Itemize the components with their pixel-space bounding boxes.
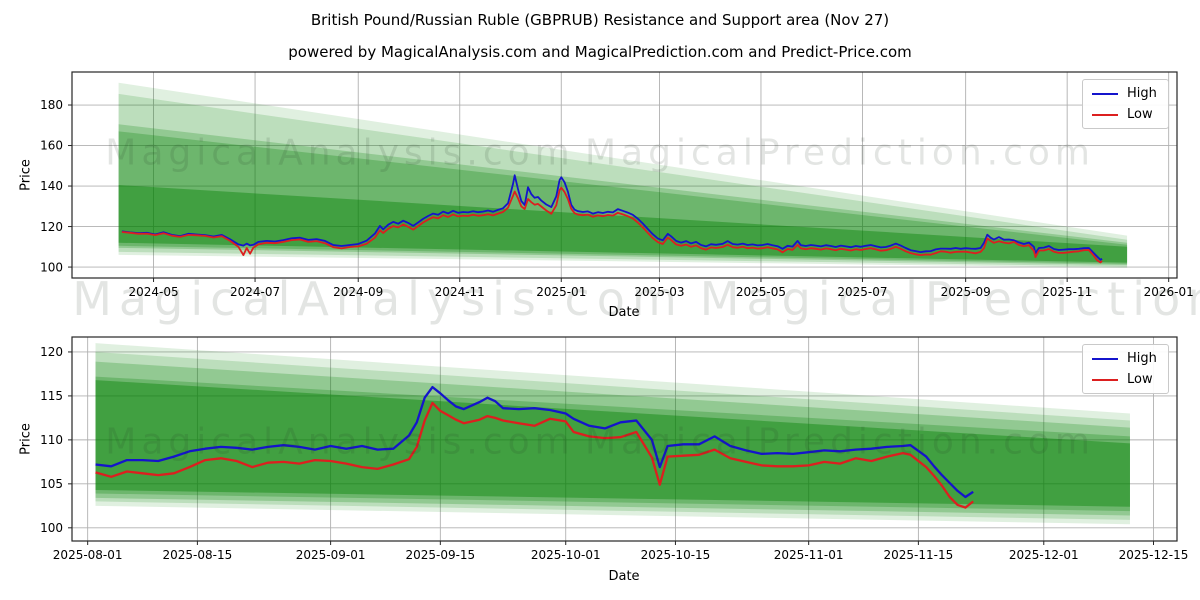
low-line bbox=[121, 186, 1103, 264]
x-tick-label: 2026-01 bbox=[1144, 285, 1194, 299]
x-tick-label: 2025-10-01 bbox=[531, 548, 601, 562]
y-tick-label: 115 bbox=[40, 389, 63, 403]
x-tick-label: 2025-12-01 bbox=[1009, 548, 1079, 562]
support-resistance-bands bbox=[118, 82, 1128, 268]
y-tick-label: 180 bbox=[40, 98, 63, 112]
low-line bbox=[95, 401, 974, 509]
x-tick-label: 2025-10-15 bbox=[641, 548, 711, 562]
high-line bbox=[95, 385, 974, 499]
legend-label-high: High bbox=[1127, 86, 1157, 101]
band-layer bbox=[95, 376, 1130, 512]
y-tick-label: 105 bbox=[40, 477, 63, 491]
legend-top: High Low bbox=[1082, 79, 1169, 129]
chart-subtitle: powered by MagicalAnalysis.com and Magic… bbox=[288, 43, 912, 61]
x-tick-label: 2025-12-15 bbox=[1119, 548, 1189, 562]
legend-bottom: High Low bbox=[1082, 344, 1169, 394]
low-line-swatch bbox=[1092, 113, 1118, 116]
y-tick-labels: 100 105 110 115 120 bbox=[40, 345, 63, 535]
high-line bbox=[121, 174, 1103, 261]
x-tick-label: 2025-09-15 bbox=[405, 548, 475, 562]
band-layer bbox=[118, 185, 1128, 263]
band-layer bbox=[118, 131, 1128, 264]
price-lines bbox=[121, 174, 1103, 264]
y-tick-label: 140 bbox=[40, 179, 63, 193]
x-tick-label: 2025-11-01 bbox=[774, 548, 844, 562]
y-tick-label: 100 bbox=[40, 260, 63, 274]
high-line-swatch bbox=[1092, 357, 1118, 360]
legend-label-high: High bbox=[1127, 351, 1157, 366]
low-line-swatch bbox=[1092, 378, 1118, 381]
x-tick-label: 2025-11-15 bbox=[884, 548, 954, 562]
x-tick-label: 2025-09-01 bbox=[296, 548, 366, 562]
x-tick-label: 2024-09 bbox=[333, 285, 383, 299]
price-lines bbox=[95, 385, 974, 509]
x-tick-label: 2025-11 bbox=[1042, 285, 1092, 299]
band-layer bbox=[95, 343, 1130, 525]
support-resistance-bands bbox=[95, 343, 1130, 525]
gridlines bbox=[72, 337, 1177, 541]
x-tick-label: 2025-03 bbox=[634, 285, 684, 299]
y-tick-label: 120 bbox=[40, 345, 63, 359]
high-line-swatch bbox=[1092, 92, 1118, 95]
legend-label-low: Low bbox=[1127, 107, 1153, 122]
legend-label-low: Low bbox=[1127, 372, 1153, 387]
tick-marks bbox=[68, 104, 1170, 282]
band-layer bbox=[118, 124, 1128, 266]
y-tick-label: 160 bbox=[40, 139, 63, 153]
x-tick-labels: 2024-05 2024-07 2024-09 2024-11 2025-01 2025-… bbox=[128, 285, 1193, 299]
tick-marks bbox=[68, 351, 1154, 545]
x-tick-label: 2024-11 bbox=[435, 285, 485, 299]
band-layer bbox=[95, 351, 1130, 520]
legend-item-low: Low bbox=[1092, 107, 1157, 122]
price-axis-label-bottom: Price bbox=[18, 423, 34, 455]
legend-item-low: Low bbox=[1092, 372, 1157, 387]
date-axis-label-bottom: Date bbox=[608, 569, 640, 584]
x-tick-label: 2025-09 bbox=[941, 285, 991, 299]
x-tick-label: 2025-01 bbox=[536, 285, 586, 299]
legend-item-high: High bbox=[1092, 351, 1157, 366]
page-title: British Pound/Russian Ruble (GBPRUB) Res… bbox=[310, 11, 890, 29]
band-layer bbox=[118, 93, 1128, 267]
plot-border bbox=[71, 71, 1178, 279]
y-tick-labels: 100 120 140 160 180 bbox=[40, 98, 63, 274]
x-tick-label: 2024-05 bbox=[128, 285, 178, 299]
x-tick-label: 2025-08-15 bbox=[163, 548, 233, 562]
price-axis-label-top: Price bbox=[18, 159, 34, 191]
y-tick-label: 110 bbox=[40, 433, 63, 447]
band-layer bbox=[95, 380, 1130, 507]
band-layer bbox=[118, 82, 1128, 268]
y-tick-label: 120 bbox=[40, 220, 63, 234]
chart-recent-detail-aug-dec-2025: 2025-08-01 2025-08-15 2025-09-01 2025-09-15… bbox=[40, 336, 1189, 562]
x-tick-label: 2025-07 bbox=[837, 285, 887, 299]
x-tick-label: 2024-07 bbox=[230, 285, 280, 299]
date-axis-label-top: Date bbox=[608, 305, 640, 320]
legend-item-high: High bbox=[1092, 86, 1157, 101]
x-tick-labels: 2025-08-01 2025-08-15 2025-09-01 2025-09-15… bbox=[53, 548, 1189, 562]
chart-full-history-2024-2026: 2024-05 2024-07 2024-09 2024-11 2025-01 2025-… bbox=[40, 71, 1194, 299]
plot-border bbox=[71, 336, 1178, 542]
y-tick-label: 100 bbox=[40, 521, 63, 535]
x-tick-label: 2025-08-01 bbox=[53, 548, 123, 562]
x-tick-label: 2025-05 bbox=[736, 285, 786, 299]
